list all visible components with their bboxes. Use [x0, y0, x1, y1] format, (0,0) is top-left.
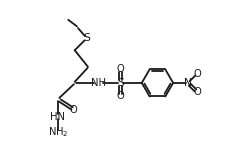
Text: O: O	[69, 105, 77, 115]
Text: O: O	[116, 64, 124, 74]
Text: HN: HN	[50, 112, 65, 122]
Text: O: O	[192, 87, 200, 97]
Text: O: O	[192, 69, 200, 79]
Text: N: N	[183, 78, 191, 88]
Text: S: S	[83, 33, 90, 43]
Text: NH: NH	[91, 78, 106, 88]
Text: S: S	[117, 78, 123, 88]
Text: NH$_2$: NH$_2$	[48, 125, 68, 139]
Text: O: O	[116, 91, 124, 101]
